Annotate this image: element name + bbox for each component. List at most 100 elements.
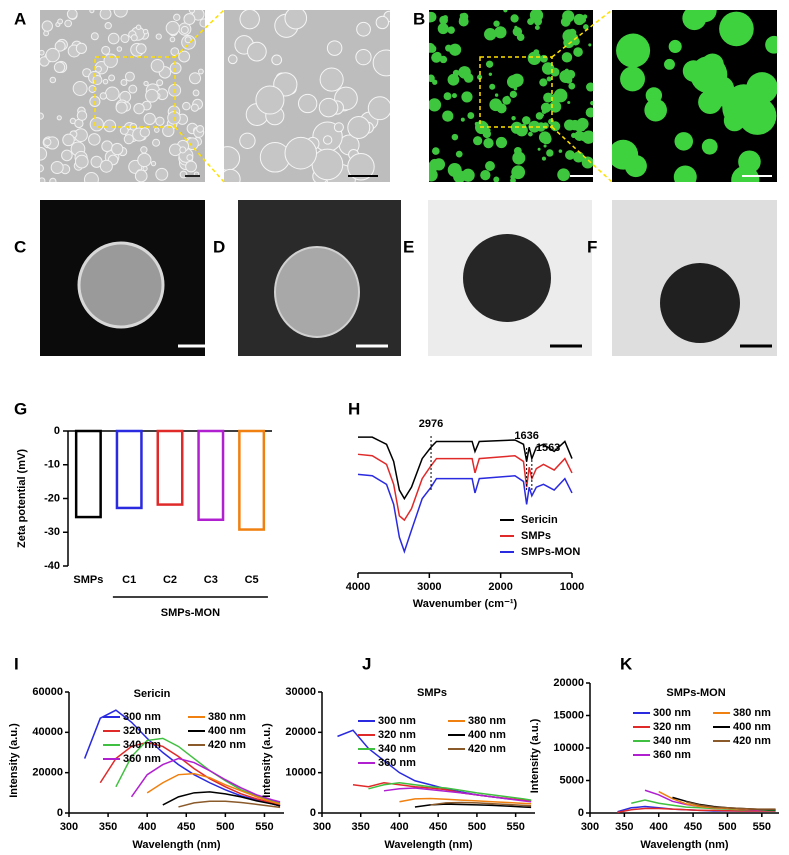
particle (585, 107, 593, 118)
particle (459, 15, 467, 24)
particle (448, 43, 462, 56)
particle (190, 103, 199, 112)
particle (197, 68, 204, 75)
particle (432, 158, 446, 171)
particle (431, 147, 440, 155)
y-tick-label: 0 (310, 807, 316, 819)
bar (115, 429, 143, 510)
particle (546, 76, 552, 82)
particle (451, 93, 457, 99)
particle (40, 177, 46, 182)
particle (496, 103, 507, 114)
y-tick-label: -30 (44, 526, 60, 538)
particle (128, 84, 138, 94)
particle (183, 13, 196, 26)
x-tick-label: 350 (352, 821, 370, 833)
particle (45, 47, 60, 63)
particle (40, 164, 44, 173)
zoom-line (174, 126, 225, 183)
particle (40, 112, 44, 120)
particle (483, 138, 494, 149)
legend-label: 360 nm (653, 749, 691, 761)
particle (54, 40, 66, 52)
particles (429, 10, 593, 182)
y-tick-label: -20 (44, 492, 60, 504)
panel-label: A (14, 9, 26, 28)
particle (135, 43, 147, 55)
x-tick-label: 400 (390, 821, 408, 833)
chart-title: SMPs (417, 687, 447, 699)
particle (116, 46, 123, 52)
x-tick-label: 3000 (417, 581, 441, 593)
particle (522, 116, 531, 125)
x-tick-label: 450 (684, 821, 702, 833)
particle (443, 92, 452, 101)
particle (139, 127, 150, 138)
x-axis-label: Wavelength (nm) (384, 839, 473, 851)
particle (493, 20, 500, 27)
legend-label: 420 nm (208, 739, 246, 751)
annotation: 2976 (419, 418, 443, 430)
particle (541, 156, 547, 161)
particle (539, 78, 548, 87)
particle (573, 134, 577, 138)
y-tick-label: 20000 (553, 677, 584, 689)
particle (178, 50, 191, 63)
x-tick-label: 400 (650, 821, 668, 833)
y-tick-label: 10000 (553, 742, 584, 754)
legend-label: 320 nm (653, 721, 691, 733)
particle (453, 170, 466, 182)
particle (542, 122, 549, 130)
particle (541, 62, 555, 75)
zoom-line (551, 9, 613, 58)
particle (582, 14, 588, 19)
particle (119, 126, 129, 135)
series-line (399, 797, 532, 805)
particle (558, 149, 563, 153)
series-line (357, 473, 573, 554)
particle (134, 169, 148, 182)
series-line (383, 787, 532, 803)
annotation: 1563 (536, 442, 560, 454)
particle (562, 29, 577, 44)
particle (120, 33, 130, 44)
x-tick-label: C3 (204, 574, 218, 586)
particle (533, 17, 543, 26)
particle (239, 132, 256, 149)
particle (495, 136, 508, 149)
particle (560, 17, 571, 27)
particle (143, 80, 149, 87)
particle (458, 66, 471, 79)
series-line (357, 453, 573, 522)
y-tick-label: 20000 (285, 726, 316, 738)
particle (75, 42, 88, 54)
particle (169, 36, 176, 43)
particles (224, 10, 390, 182)
particle (133, 102, 145, 115)
x-tick-label: C1 (122, 574, 136, 586)
particle (90, 32, 99, 41)
bar (156, 429, 184, 506)
legend-label: 400 nm (208, 725, 246, 737)
particle (199, 18, 205, 28)
particle (534, 25, 540, 31)
particle (439, 55, 448, 64)
particle (50, 160, 64, 174)
particle (553, 88, 568, 103)
particle (227, 54, 238, 65)
particle (512, 26, 523, 37)
series-line (115, 737, 281, 804)
particle (89, 117, 104, 132)
particle (586, 82, 593, 92)
particle (566, 69, 576, 79)
particle (124, 71, 135, 82)
particle (690, 56, 728, 94)
x-tick-label: 500 (216, 821, 234, 833)
particle (186, 154, 194, 162)
particle (583, 24, 589, 30)
particle (541, 109, 547, 114)
legend-label: 360 nm (123, 753, 161, 765)
x-tick-label: SMPs (73, 574, 103, 586)
particle (41, 20, 53, 32)
